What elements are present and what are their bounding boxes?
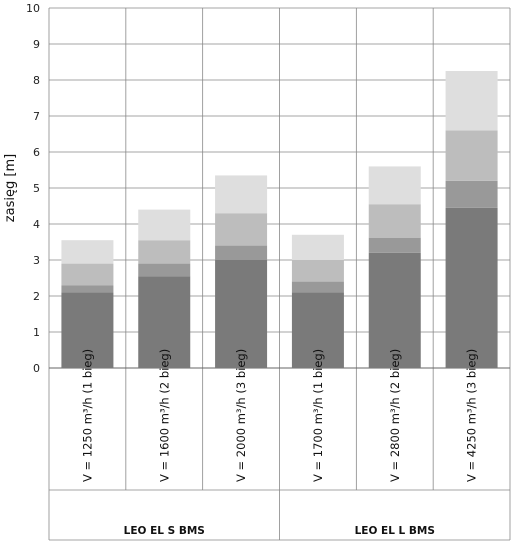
y-tick-label: 4 <box>33 218 40 231</box>
category-label: V = 4250 m³/h (3 bieg) <box>465 349 479 482</box>
bar-segment <box>291 281 344 293</box>
bar-segment <box>368 252 421 368</box>
bar-segment <box>291 234 344 260</box>
bars <box>61 71 498 368</box>
bar-segment <box>368 237 421 253</box>
bar-segment <box>445 130 498 181</box>
y-tick-label: 8 <box>33 74 40 87</box>
category-label: V = 2000 m³/h (3 bieg) <box>234 349 248 482</box>
bar-segment <box>138 240 191 264</box>
y-axis-label: zasięg [m] <box>3 154 18 222</box>
y-tick-label: 7 <box>33 110 40 123</box>
category-label: V = 1600 m³/h (2 bieg) <box>157 349 171 482</box>
bar-segment <box>138 276 191 368</box>
bar-segment <box>215 245 268 260</box>
bar-segment <box>138 263 191 277</box>
group-label: LEO EL S BMS <box>124 525 205 537</box>
bar-segment <box>138 209 191 241</box>
y-tick-label: 0 <box>33 362 40 375</box>
bar-segment <box>368 204 421 238</box>
group-labels: LEO EL S BMS LEO EL L BMS <box>124 525 435 537</box>
y-tick-label: 5 <box>33 182 40 195</box>
y-axis-ticks: 0 1 2 3 4 5 6 7 8 9 10 <box>26 2 40 375</box>
y-tick-label: 6 <box>33 146 40 159</box>
bar-segment <box>215 213 268 246</box>
y-tick-label: 10 <box>26 2 40 15</box>
bar-segment <box>215 175 268 214</box>
category-table <box>49 489 510 541</box>
bar-segment <box>61 292 114 368</box>
bar-segment <box>445 71 498 131</box>
bar-segment <box>445 180 498 208</box>
y-tick-label: 2 <box>33 290 40 303</box>
bar-segment <box>61 285 114 293</box>
group-label: LEO EL L BMS <box>355 525 435 537</box>
bar-segment <box>61 240 114 264</box>
bar-segment <box>445 207 498 368</box>
category-labels: V = 1250 m³/h (1 bieg) V = 1600 m³/h (2 b… <box>80 349 478 482</box>
grid <box>48 7 511 540</box>
bar-segment <box>291 260 344 282</box>
category-label: V = 1250 m³/h (1 bieg) <box>80 349 94 482</box>
bar-segment <box>215 260 268 368</box>
category-label: V = 1700 m³/h (1 bieg) <box>311 349 325 482</box>
y-tick-label: 1 <box>33 326 40 339</box>
bar-segment <box>368 166 421 205</box>
y-tick-label: 9 <box>33 38 40 51</box>
bar-segment <box>291 292 344 368</box>
category-label: V = 2800 m³/h (2 bieg) <box>388 349 402 482</box>
bar-segment <box>61 263 114 286</box>
y-tick-label: 3 <box>33 254 40 267</box>
